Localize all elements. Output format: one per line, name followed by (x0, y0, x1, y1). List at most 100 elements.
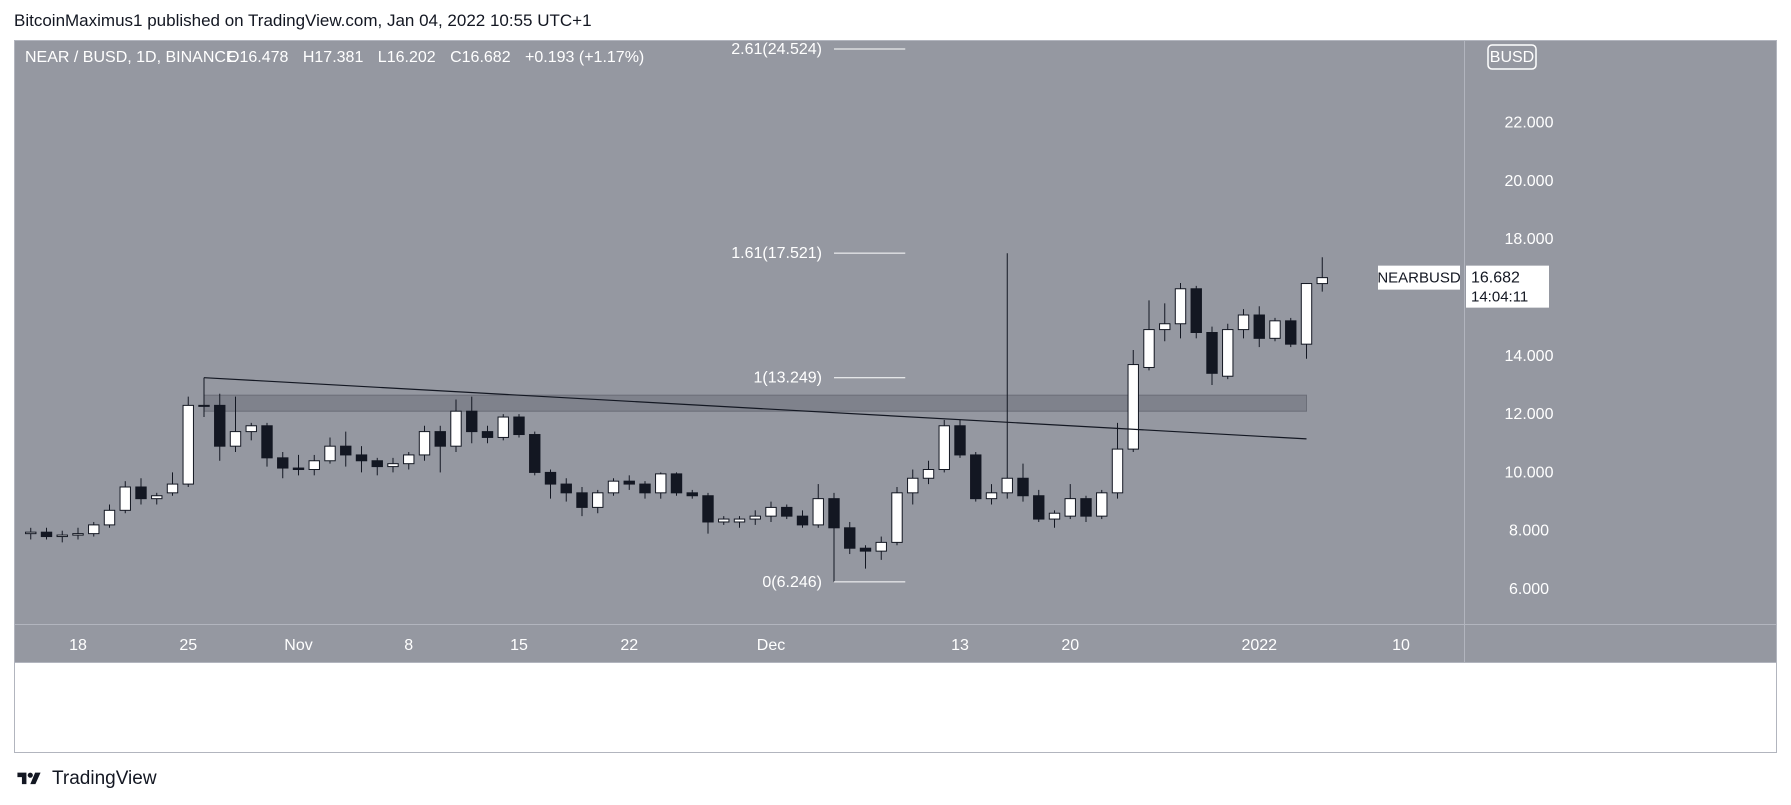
price-axis[interactable] (1465, 41, 1776, 624)
fib-level-label: 2.61(24.524) (731, 41, 822, 58)
candle-body (56, 534, 68, 538)
footer-brand[interactable]: TradingView (52, 768, 157, 789)
candle-body (1316, 277, 1328, 285)
axis-corner (1465, 625, 1776, 662)
candle-body (670, 473, 683, 494)
candle (670, 472, 683, 496)
candle (88, 521, 100, 537)
candle-body (938, 425, 950, 471)
candle (245, 422, 257, 441)
candle (403, 452, 415, 470)
price-tick-label: 14.000 (1505, 348, 1554, 365)
legend-close-label: C (450, 49, 462, 66)
candle-body (1033, 495, 1045, 520)
candle (308, 454, 320, 476)
candle-body (1253, 314, 1265, 339)
candle-body (718, 518, 730, 523)
candle (796, 510, 809, 528)
candle-body (655, 473, 667, 494)
chart-frame[interactable]: 2.61(24.524) 1.61(17.521) 1(13.249) 0(6.246… (14, 40, 1777, 753)
candle (340, 431, 352, 467)
price-tick-label: 20.000 (1505, 173, 1554, 190)
descending-trend-line (203, 377, 1307, 440)
currency-button-label[interactable]: BUSD (1490, 49, 1534, 66)
candle-body (607, 480, 620, 494)
candle-body (781, 506, 793, 517)
candle (922, 460, 935, 485)
candle-body (340, 445, 352, 456)
candle (1222, 323, 1234, 380)
candle-body (733, 518, 746, 523)
candle-body (151, 495, 163, 500)
candle (166, 472, 179, 496)
plot-area[interactable] (15, 41, 1464, 624)
candle (214, 393, 226, 461)
candle (513, 414, 525, 438)
candle (544, 469, 557, 499)
candle (198, 377, 210, 418)
candle (292, 454, 305, 476)
candle-body (907, 477, 919, 494)
candle (985, 484, 998, 505)
candle (576, 486, 588, 517)
candles-layer (25, 253, 1328, 582)
candle (875, 536, 887, 560)
legend-symbol: NEAR / BUSD, 1D, BINANCE (25, 49, 237, 66)
candle-body (560, 483, 572, 494)
price-tick-label: 18.000 (1505, 231, 1554, 248)
footer: TradingView (14, 768, 157, 790)
currency-button[interactable]: BUSD (1487, 44, 1537, 70)
price-chart[interactable]: 2.61(24.524) 1.61(17.521) 1(13.249) 0(6.246… (15, 41, 1776, 752)
candle-body (1269, 320, 1281, 339)
candle (72, 527, 84, 540)
legend-open-value: 16.478 (239, 49, 288, 66)
time-tick-label: 13 (951, 637, 969, 654)
candle (387, 457, 399, 473)
candle-body (796, 515, 809, 526)
candle-body (844, 527, 856, 549)
candle-body (308, 460, 320, 471)
candle-body (261, 425, 273, 459)
legend-close-value: 16.682 (462, 49, 511, 66)
candle-body (40, 531, 53, 538)
candle-body (1127, 364, 1139, 450)
candle-body (1096, 492, 1108, 517)
candle (781, 504, 793, 520)
candle-body (891, 492, 903, 543)
candle (970, 452, 982, 502)
candle-body (686, 492, 698, 497)
candle-body (103, 509, 116, 526)
candle (497, 414, 509, 441)
legend-low-label: L (378, 49, 387, 66)
time-tick-label: Nov (284, 637, 312, 654)
candle (686, 489, 698, 499)
candle (733, 516, 746, 528)
candle-body (1017, 477, 1029, 497)
tradingview-logo-icon[interactable] (14, 770, 44, 788)
candle-body (229, 431, 242, 447)
time-axis-ticks: 18 25 Nov 8 15 22 Dec 13 20 2022 10 (69, 637, 1410, 654)
price-tick-label: 8.000 (1509, 523, 1549, 540)
time-axis[interactable] (15, 625, 1464, 662)
candle (1269, 317, 1281, 342)
legend-ohlc: O16.478 H17.381 L16.202 C16.682 +0.193 (… (227, 49, 644, 66)
candle (25, 527, 37, 540)
candle-body (1190, 288, 1202, 333)
candle-body (1064, 498, 1076, 517)
candle (355, 446, 368, 473)
candle-body (1111, 448, 1124, 494)
candle-body (88, 524, 100, 535)
time-tick-label: 22 (620, 637, 638, 654)
candle (1111, 422, 1124, 499)
candle-body (1206, 332, 1218, 374)
candle-body (119, 486, 131, 511)
candle (859, 545, 872, 569)
candle-body (1001, 477, 1013, 494)
candle (1064, 484, 1076, 520)
candle-body (765, 506, 777, 517)
fib-level-label: 1.61(17.521) (731, 245, 822, 262)
time-tick-label: 18 (69, 637, 87, 654)
candle (529, 431, 541, 476)
legend-high-label: H (303, 49, 315, 66)
candle-body (25, 531, 37, 535)
